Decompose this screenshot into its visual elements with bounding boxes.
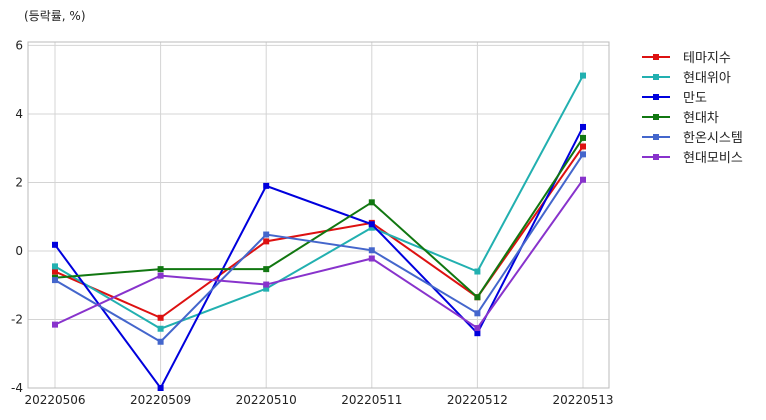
series-line xyxy=(54,75,584,330)
data-point xyxy=(157,325,164,332)
legend-label: 현대차 xyxy=(683,111,719,126)
data-point xyxy=(52,268,58,275)
data-point xyxy=(263,285,270,292)
legend-label: 현대모비스 xyxy=(683,151,743,166)
data-point xyxy=(580,123,586,130)
y-tick-label: 6 xyxy=(15,38,23,52)
y-axis-ticks: -4 -2 0 2 4 6 xyxy=(11,38,23,395)
legend-item[interactable]: 현대차 xyxy=(642,111,719,126)
legend-item[interactable]: 현대위아 xyxy=(642,71,731,86)
legend-label: 한온시스템 xyxy=(683,131,743,146)
x-axis-ticks: 20220506 20220509 20220510 20220511 20220512… xyxy=(24,393,613,407)
data-point xyxy=(580,176,586,183)
data-point xyxy=(474,310,481,317)
x-tick-label: 20220513 xyxy=(552,393,613,407)
legend-swatch-marker xyxy=(653,114,659,120)
legend-label: 만도 xyxy=(683,91,707,106)
unit-label: (등락률, %) xyxy=(24,9,86,23)
legend-item[interactable]: 한온시스템 xyxy=(642,131,743,146)
x-tick-label: 20220506 xyxy=(24,393,85,407)
legend-label: 현대위아 xyxy=(683,71,731,86)
data-point xyxy=(474,325,481,332)
data-point xyxy=(157,385,164,391)
data-point xyxy=(474,268,481,275)
legend-label: 테마지수 xyxy=(683,51,731,66)
legend-item[interactable]: 테마지수 xyxy=(642,51,731,66)
data-point xyxy=(52,277,58,284)
series-line xyxy=(54,137,584,299)
data-point xyxy=(368,221,375,228)
data-point xyxy=(157,314,164,321)
plot-frame xyxy=(27,41,610,389)
data-point xyxy=(157,266,164,273)
data-point xyxy=(368,247,375,254)
series-lines xyxy=(52,72,586,391)
y-tick-label: 4 xyxy=(15,107,23,121)
data-point xyxy=(52,321,58,328)
series-3 xyxy=(52,123,586,391)
series-line xyxy=(54,153,584,344)
y-tick-label: 2 xyxy=(15,175,23,189)
legend-swatch-marker xyxy=(653,54,659,60)
data-point xyxy=(157,272,164,279)
legend-swatch-marker xyxy=(653,134,659,140)
data-point xyxy=(52,241,58,248)
data-point xyxy=(474,294,481,301)
data-point xyxy=(368,199,375,206)
series-line xyxy=(54,179,584,330)
data-point xyxy=(474,330,481,337)
data-point xyxy=(263,281,270,288)
series-1 xyxy=(52,143,586,321)
data-point xyxy=(263,266,270,273)
data-point xyxy=(368,224,375,231)
data-point xyxy=(368,255,375,262)
y-tick-label: 0 xyxy=(15,244,23,258)
data-point xyxy=(580,151,586,158)
x-tick-label: 20220511 xyxy=(341,393,402,407)
data-point xyxy=(580,72,586,79)
x-tick-label: 20220512 xyxy=(447,393,508,407)
series-6 xyxy=(52,176,586,332)
y-tick-label: -4 xyxy=(11,381,23,395)
legend-item[interactable]: 만도 xyxy=(642,91,707,106)
legend-item[interactable]: 현대모비스 xyxy=(642,151,743,166)
grid-lines xyxy=(28,42,609,389)
data-point xyxy=(580,134,586,141)
series-2 xyxy=(52,72,586,332)
data-point xyxy=(52,263,58,270)
legend-swatch-marker xyxy=(653,74,659,80)
series-line xyxy=(54,126,584,390)
legend-swatch-marker xyxy=(653,154,659,160)
legend-swatch-marker xyxy=(653,94,659,100)
x-tick-label: 20220509 xyxy=(130,393,191,407)
series-5 xyxy=(52,151,586,345)
data-point xyxy=(263,231,270,238)
data-point xyxy=(580,143,586,150)
x-tick-label: 20220510 xyxy=(236,393,297,407)
data-point xyxy=(263,182,270,189)
data-point xyxy=(157,338,164,345)
y-tick-label: -2 xyxy=(11,312,23,326)
data-point xyxy=(263,238,270,245)
